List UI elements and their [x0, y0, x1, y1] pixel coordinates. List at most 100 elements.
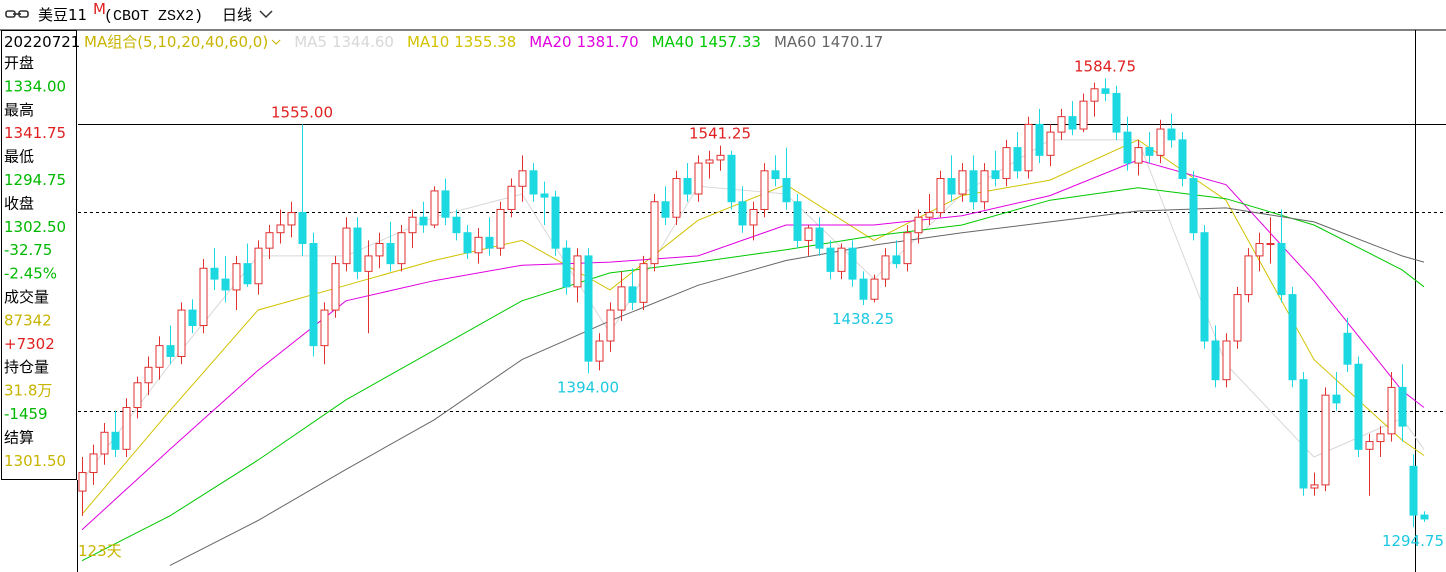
- candle-body: [881, 255, 890, 280]
- candle-body: [78, 472, 87, 492]
- candle-body: [452, 216, 461, 234]
- info-item: 1302.50: [4, 218, 66, 236]
- candle-body: [1376, 433, 1385, 443]
- candle-body: [749, 208, 758, 226]
- annotations: 1555.00 1541.25 1584.75 1394.00 1438.25 1294.…: [271, 57, 1444, 550]
- legend-value: 1344.60: [332, 33, 394, 51]
- candle-body: [122, 407, 131, 450]
- info-item: 开盘: [4, 54, 34, 72]
- candle-body: [551, 196, 560, 249]
- candle-body: [914, 216, 923, 234]
- candle-body: [89, 453, 98, 474]
- period-chevron[interactable]: [259, 10, 273, 19]
- candle-body: [1024, 123, 1033, 172]
- candle-body: [991, 170, 1000, 180]
- candle-body: [474, 236, 483, 254]
- candle-body: [760, 170, 769, 210]
- extreme-label: 1555.00: [271, 103, 333, 121]
- candle-body: [639, 263, 648, 303]
- candle-body: [232, 263, 241, 291]
- candle-body: [1288, 294, 1297, 381]
- extreme-label: 1438.25: [832, 310, 894, 328]
- info-item: 最低: [4, 148, 34, 166]
- candle-body: [738, 201, 747, 226]
- info-item: -1459: [4, 405, 48, 423]
- candle-body: [1189, 178, 1198, 234]
- info-panel: [1, 30, 77, 480]
- candle-body: [925, 212, 934, 218]
- candle-body: [650, 201, 659, 265]
- candle-body: [848, 247, 857, 280]
- info-values: 20220721 开盘 1334.00 最高 1341.75 最低 1294.75 收盘 130…: [4, 33, 80, 470]
- info-item: 1301.50: [4, 452, 66, 470]
- candle-body: [892, 255, 901, 265]
- extreme-label: 1541.25: [689, 125, 751, 143]
- candle-body: [397, 232, 406, 265]
- candle-body: [1079, 100, 1088, 130]
- candle-body: [144, 366, 153, 384]
- candle-body: [375, 243, 384, 257]
- candle-body: [705, 159, 714, 164]
- day-count: 123天: [78, 542, 122, 560]
- candle-body: [254, 247, 263, 285]
- legend: MA组合(5,10,20,40,60,0) MA5 1344.60 MA10 1355.…: [84, 33, 883, 51]
- candle-body: [804, 227, 813, 241]
- candle-body: [1277, 243, 1286, 296]
- extreme-label: 1294.75: [1382, 532, 1444, 550]
- legend-value: 1457.33: [699, 33, 761, 51]
- candle-body: [463, 232, 472, 254]
- candle-body: [1387, 386, 1396, 435]
- candle-body: [947, 178, 956, 195]
- info-item: 收盘: [4, 194, 34, 212]
- candle-body: [1112, 92, 1121, 133]
- candle-body: [958, 170, 967, 195]
- candle-body: [1123, 131, 1132, 164]
- legend-name: MA40: [652, 33, 694, 51]
- candle-body: [265, 232, 274, 249]
- candle-body: [628, 286, 637, 303]
- candle-body: [309, 243, 318, 347]
- info-item: 结算: [4, 428, 34, 446]
- candle-body: [540, 193, 549, 198]
- candle-body: [518, 170, 527, 187]
- legend-chevron: [271, 39, 281, 45]
- candle-body: [1101, 88, 1110, 94]
- candle-body: [320, 309, 329, 347]
- legend-title[interactable]: MA组合(5,10,20,40,60,0): [84, 33, 268, 51]
- candle-body: [1178, 139, 1187, 180]
- info-item: 1294.75: [4, 171, 66, 189]
- candle-body: [155, 345, 164, 368]
- candle-body: [793, 201, 802, 241]
- legend-value: 1470.17: [821, 33, 883, 51]
- candle-body: [1013, 147, 1022, 172]
- candle-body: [342, 227, 351, 265]
- candle-body: [353, 227, 362, 272]
- candle-body: [364, 255, 373, 272]
- candle-body: [584, 255, 593, 362]
- candle-body: [111, 431, 120, 450]
- candle-body: [199, 267, 208, 327]
- candle-body: [1222, 340, 1231, 381]
- symbol-name[interactable]: 美豆11: [38, 6, 87, 24]
- candle-body: [133, 382, 142, 409]
- candle-body: [1255, 243, 1264, 257]
- period-selector[interactable]: 日线: [222, 6, 252, 24]
- candle-body: [485, 236, 494, 249]
- grid: [78, 124, 1446, 412]
- candle-body: [562, 247, 571, 288]
- extreme-label: 1394.00: [557, 378, 619, 396]
- candle-body: [969, 170, 978, 203]
- link-icon[interactable]: [5, 10, 29, 18]
- info-item: -32.75: [4, 241, 52, 259]
- candle-body: [573, 255, 582, 288]
- candle-body: [1332, 394, 1341, 404]
- candle-body: [287, 212, 296, 226]
- legend-name: MA10: [407, 33, 449, 51]
- candle-body: [276, 224, 285, 234]
- candle-body: [331, 263, 340, 311]
- candle-body: [661, 201, 670, 218]
- candle-body: [1233, 294, 1242, 342]
- candle-body: [1167, 128, 1176, 141]
- candle-body: [529, 170, 538, 195]
- candle-body: [177, 309, 186, 357]
